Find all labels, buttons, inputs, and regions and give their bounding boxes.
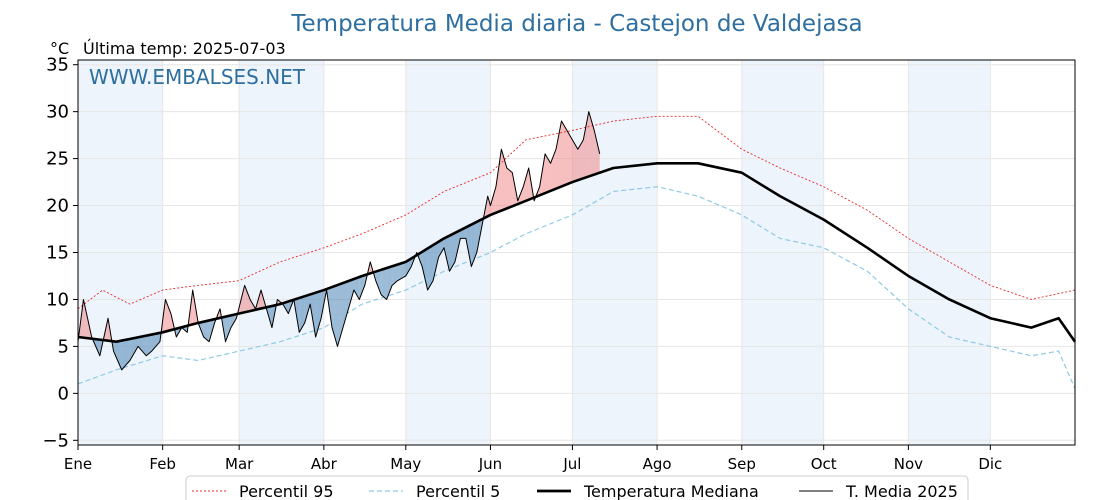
deviation-fill: [588, 111, 595, 177]
watermark: WWW.EMBALSES.NET: [89, 65, 306, 89]
x-tick-label: May: [390, 455, 421, 473]
x-tick-label: Ene: [64, 455, 92, 473]
deviation-fill: [397, 261, 406, 281]
deviation-fill: [299, 296, 305, 333]
legend-label-median: Temperatura Mediana: [583, 482, 759, 500]
y-tick-label: 30: [46, 102, 69, 123]
series-lines: [77, 111, 1077, 389]
deviation-fill: [304, 294, 311, 323]
deviation-fill: [594, 130, 600, 175]
deviation-fills: [78, 111, 600, 370]
deviation-fill: [244, 285, 251, 313]
x-tick-label: Mar: [225, 455, 254, 473]
deviation-fill: [523, 167, 529, 202]
x-tick-label: Feb: [149, 455, 176, 473]
deviation-fill: [438, 238, 445, 258]
deviation-fill: [545, 153, 551, 194]
deviation-fill: [225, 315, 231, 342]
deviation-fill: [342, 281, 349, 328]
deviation-fill: [556, 121, 562, 189]
deviation-fill: [381, 268, 387, 300]
chart-title: Temperatura Media diaria - Castejon de V…: [290, 11, 862, 37]
series-line-p95: [77, 115, 1076, 310]
legend-label-year: T. Media 2025: [845, 482, 958, 500]
y-tick-label: 0: [58, 383, 69, 404]
deviation-fill: [490, 186, 496, 215]
deviation-fill: [583, 111, 589, 179]
deviation-fill: [550, 149, 557, 191]
deviation-fill: [449, 232, 455, 272]
x-tick-label: Nov: [894, 455, 923, 473]
deviation-fill: [165, 299, 171, 332]
y-tick-label: 20: [46, 196, 69, 217]
x-tick-label: Jul: [562, 455, 581, 473]
deviation-fill: [572, 139, 578, 183]
deviation-fill: [386, 266, 393, 300]
series-line-median: [77, 161, 1077, 344]
legend-label-p5: Percentil 5: [416, 482, 500, 500]
deviation-fill: [315, 290, 322, 338]
deviation-fill: [392, 264, 398, 286]
deviation-fill: [359, 275, 365, 300]
deviation-fill: [405, 258, 412, 276]
deviation-fill: [353, 276, 360, 300]
x-tick-label: Sep: [728, 455, 756, 473]
deviation-fill: [566, 130, 573, 185]
y-tick-label: 5: [58, 336, 69, 357]
deviation-fill: [561, 121, 567, 187]
deviation-fill: [146, 334, 152, 356]
deviation-fill: [444, 235, 450, 272]
deviation-fill: [129, 337, 139, 361]
deviation-fill: [151, 332, 160, 352]
deviation-fill: [433, 241, 439, 281]
deviation-fill: [348, 278, 354, 309]
series-line-p5: [77, 186, 1076, 389]
deviation-fill: [230, 314, 237, 328]
deviation-fill: [138, 335, 147, 356]
x-tick-label: Ago: [643, 455, 672, 473]
legend-box: [185, 475, 969, 500]
x-tick-label: Oct: [811, 455, 837, 473]
deviation-fill: [375, 269, 382, 295]
x-tick-label: Abr: [311, 455, 338, 473]
y-tick-label: 25: [46, 149, 69, 170]
series-line-year: [77, 111, 601, 371]
deviation-fill: [487, 196, 491, 217]
y-tick-label: 35: [46, 55, 69, 76]
deviation-fill: [113, 340, 122, 370]
legend-label-p95: Percentil 95: [239, 482, 334, 500]
y-axis: −5 0 5 10 15 20 25 30 35: [42, 55, 78, 451]
x-axis: Ene Feb Mar Abr May Jun Jul Ago Sep Oct Nov Dic: [64, 445, 1002, 473]
unit-label: °C: [50, 39, 69, 58]
deviation-fill: [577, 139, 584, 181]
legend: Percentil 95 Percentil 5 Temperatura Med…: [185, 475, 969, 500]
x-tick-label: Dic: [978, 455, 1002, 473]
y-tick-label: −5: [42, 430, 69, 451]
deviation-fill: [495, 149, 502, 213]
last-temp-label: Última temp: 2025-07-03: [83, 39, 286, 58]
deviation-fill: [506, 167, 513, 209]
y-tick-label: 15: [46, 243, 69, 264]
deviation-fill: [203, 320, 210, 342]
deviation-fill: [465, 224, 472, 267]
x-tick-label: Jun: [478, 455, 502, 473]
y-tick-label: 10: [46, 289, 69, 310]
